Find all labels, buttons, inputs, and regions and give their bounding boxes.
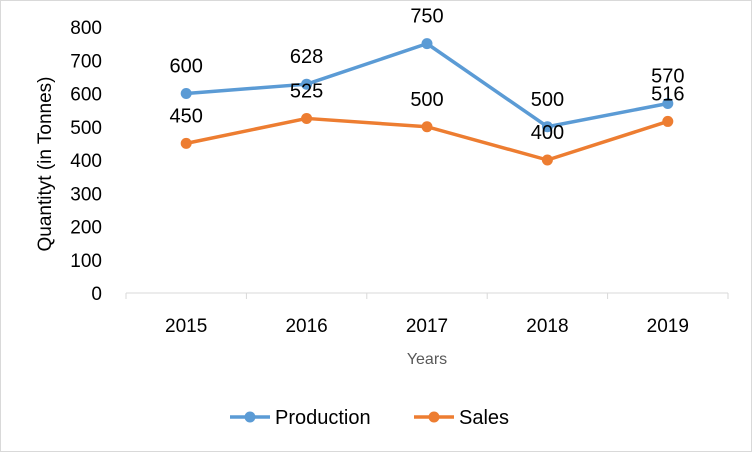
y-axis: 0 100 200 300 400 500 600 700 800 [70, 18, 102, 305]
series-sales [180, 112, 674, 166]
data-label: 500 [410, 89, 443, 111]
legend-entry-sales: Sales [414, 407, 509, 429]
data-point [541, 154, 553, 166]
data-point [421, 121, 433, 133]
y-tick-label: 400 [70, 151, 102, 172]
data-point [662, 115, 674, 127]
y-axis-title: Quantityt (in Tonnes) [35, 77, 56, 252]
data-label: 500 [531, 89, 564, 111]
legend-label: Sales [459, 407, 509, 429]
data-label: 628 [290, 46, 323, 68]
x-tick-label: 2018 [526, 316, 568, 337]
data-label: 570 [651, 65, 684, 87]
x-axis-title: Years [407, 351, 447, 368]
data-point [180, 88, 192, 99]
data-point [421, 38, 433, 50]
x-axis: 2015 2016 2017 2018 2019 [125, 292, 729, 337]
y-tick-label: 0 [91, 284, 102, 305]
y-tick-label: 800 [70, 18, 102, 39]
data-labels: 600 628 750 500 570 450 525 500 400 516 [170, 6, 685, 144]
x-tick-label: 2017 [406, 316, 448, 337]
legend-label: Production [275, 407, 371, 429]
y-tick-label: 100 [70, 251, 102, 272]
data-label: 750 [410, 6, 443, 28]
legend: Production Sales [230, 407, 509, 429]
x-tick-label: 2019 [647, 316, 689, 337]
series-production [180, 38, 674, 133]
data-label: 400 [531, 122, 564, 144]
x-tick-label: 2015 [165, 316, 207, 337]
y-tick-label: 600 [70, 85, 102, 106]
legend-marker [428, 411, 440, 423]
legend-entry-production: Production [230, 407, 371, 429]
y-tick-label: 700 [70, 51, 102, 72]
data-point [180, 137, 192, 149]
data-point [541, 121, 553, 133]
y-tick-label: 200 [70, 218, 102, 239]
data-point [662, 97, 674, 109]
data-point [301, 78, 313, 90]
legend-marker [244, 411, 256, 423]
data-label: 525 [290, 80, 323, 102]
data-label: 600 [170, 56, 203, 78]
y-tick-label: 300 [70, 184, 102, 205]
data-label: 450 [170, 105, 203, 127]
data-label: 516 [651, 83, 684, 105]
series-line [184, 41, 670, 129]
series-layer [180, 38, 674, 166]
x-tick-label: 2016 [285, 316, 327, 337]
data-point [301, 112, 313, 124]
y-tick-label: 500 [70, 118, 102, 139]
